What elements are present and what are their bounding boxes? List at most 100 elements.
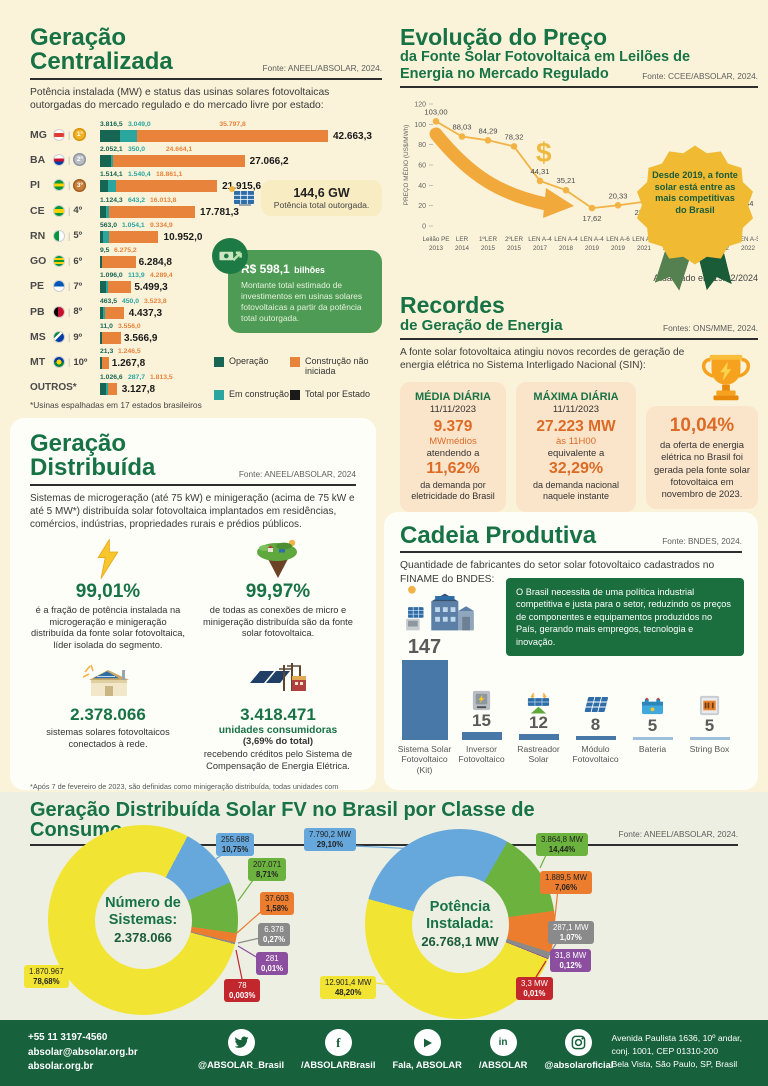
factory-icon [398,582,480,647]
instagram-icon[interactable] [565,1029,593,1056]
rank-label: 8º [73,306,83,318]
stacked-bar [100,382,118,395]
bar-segment-operacao [100,154,111,167]
bar-segment-em-construcao [105,382,108,395]
finame-label: Bateria [638,744,667,754]
bar-segment-operacao [100,230,103,243]
state-row-PI: PI | 3º 1.514,1 1.540,4 18.861,1 21.915,6 [30,171,382,196]
svg-text:LEN A-4: LEN A-4 [554,236,578,243]
card-tail-text: da oferta de energia elétrica no Brasil … [654,439,750,500]
bar-segment-operacao [100,129,121,142]
legend-swatch [290,357,300,367]
twitter-icon[interactable] [227,1029,255,1056]
address-line3: Bela Vista, São Paulo, SP, Brasil [611,1059,738,1070]
stacked-bar [100,230,159,243]
bar-zone: 563,0 1.054,1 9.334,9 10.952,0 [100,222,382,247]
module-icon [583,690,609,716]
svg-text:LER: LER [456,236,469,243]
callout-investment: R$ 598,1 bilhões Montante total estimado… [212,238,382,334]
segment-value: 450,0 [122,297,140,305]
social-linkedin[interactable]: in/ABSOLAR [479,1029,527,1070]
segment-value: 11,0 [100,323,113,331]
youtube-icon[interactable] [413,1029,441,1056]
segment-value: 16.013,8 [150,196,177,204]
bar-segment-operacao [100,382,106,395]
separator: | [68,357,71,368]
lightning-icon [30,537,186,579]
stat-value: 3.418.471 [240,705,316,725]
bar-segment-em-construcao [105,281,108,294]
stat-conexoes: 99,97% de todas as conexões de micro e m… [200,537,356,651]
chip-ilumina-o-p-blica: 3,3 MW 0,01% [516,977,553,1001]
chip-percent: 14,44% [548,844,576,854]
chip-comercial-e-servi-os: 7.790,2 MW 29,10% [304,828,357,852]
finame-bar [632,737,673,740]
state-name: MG [30,128,47,141]
finame-column-1: 147 Sistema Solar Fotovoltaico (Kit) [396,637,453,780]
state-label: MS | 9º [30,330,82,344]
source-label: Fontes: ONS/MME, 2024. [663,322,758,333]
stat-label: unidades consumidoras [218,725,338,737]
social-handle: /ABSOLARBrasil [301,1060,376,1070]
card-tail-text: da demanda nacional naquele instante [532,480,620,502]
svg-text:100: 100 [414,122,426,129]
card-value-unit: às 11H00 [556,436,596,448]
state-name: PI [30,179,40,192]
separator: | [68,129,71,140]
section-header: Cadeia Produtiva Fonte: BNDES, 2024. [400,523,742,554]
legend-label: Em construção [229,388,290,399]
donut-center-line2: Instalada: [426,915,494,932]
state-name: MT [30,356,46,369]
bar-segment-em-construcao [120,129,137,142]
bar-segment-nao-iniciada [108,230,159,243]
state-label: GO | 6º [30,254,82,268]
solar-house-icon [30,661,186,703]
facebook-icon[interactable]: f [324,1029,352,1056]
social-youtube[interactable]: Fala, ABSOLAR [392,1029,462,1070]
section-evolucao-preco: Evolução do Preço da Fonte Solar Fotovol… [400,25,760,290]
stringbox-icon [698,691,721,717]
social-twitter[interactable]: @ABSOLAR_Brasil [198,1029,284,1070]
legend-swatch [290,389,300,400]
rank-label: 7º [73,280,83,292]
phone-number[interactable]: +55 11 3197-4560 [28,1032,108,1043]
svg-text:Leilão PE: Leilão PE [423,236,450,243]
stacked-bar [100,357,109,370]
bar-segment-nao-iniciada [107,281,131,294]
chip-industrial: 1.889,5 MW 7,06% [540,871,593,895]
stat-value: 99,01% [75,580,141,602]
stacked-bar [100,205,195,218]
contact-block: +55 11 3197-4560 absolar@absolar.org.br … [28,1031,138,1075]
section-classe-consumo: Geração Distribuída Solar FV no Brasil p… [0,792,768,1020]
solar-panel-icon [226,184,256,213]
segment-value: 2.052,1 [100,145,123,153]
go-flag-icon [53,255,65,268]
segment-value: 21,3 [100,348,114,356]
chip-value: 207.071 [253,860,282,869]
source-label: Fonte: BNDES, 2024. [662,536,742,547]
bar-segment-nao-iniciada [102,256,136,269]
stacked-bar [100,154,245,167]
bar-segment-operacao [100,205,106,218]
source-label: Fonte: CCEE/ABSOLAR, 2024. [642,70,758,81]
email-link[interactable]: absolar@absolar.org.br [28,1046,138,1058]
linkedin-icon[interactable]: in [489,1029,517,1056]
social-facebook[interactable]: f/ABSOLARBrasil [301,1029,375,1070]
state-label: CE | 4º [30,204,82,218]
finame-column-2: 15 Inversor Fotovoltaico [453,637,510,780]
chip-servi-o-p-blico: 281 0,01% [256,952,289,976]
card-percent: 11,62% [426,460,480,478]
social-instagram[interactable]: @absolaroficial [544,1029,613,1070]
card-maxima-diaria: MÁXIMA DIÁRIA 11/11/2023 27.223 MW às 11… [516,382,636,512]
svg-text:LEN A-6: LEN A-6 [606,236,630,243]
state-total: 42.663,3 [333,130,372,142]
card-value: 27.223 MW [536,418,616,436]
segment-value: 4.289,4 [150,272,173,280]
stacked-bar [100,332,121,345]
bar-segment-em-construcao [111,154,113,167]
stat-text: de todas as conexões de micro e minigera… [203,604,353,639]
website-link[interactable]: absolar.org.br [28,1061,94,1073]
finame-label: Sistema Solar Fotovoltaico (Kit) [397,744,452,775]
chip-industrial: 37.603 1,58% [260,892,294,916]
segment-value: 563,0 [100,221,118,229]
